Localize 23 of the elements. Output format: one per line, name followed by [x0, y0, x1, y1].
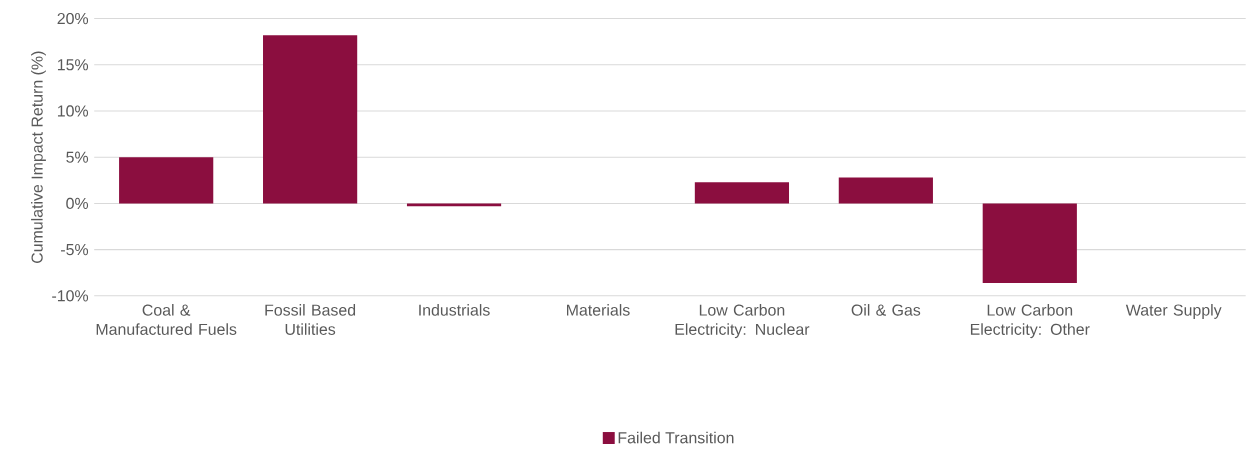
bar [982, 203, 1077, 283]
y-tick-label: -5% [61, 244, 89, 256]
y-tick-label: 10% [57, 105, 89, 117]
bar [406, 203, 502, 207]
x-tick-label: Fossil Based Utilities [265, 304, 356, 335]
x-tick-label: Water Supply [1125, 304, 1222, 319]
y-tick-label: 15% [57, 59, 89, 71]
y-axis-title: Cumulative Impact Return (%) [31, 51, 46, 264]
x-tick-label: Low Carbon Electricity: Nuclear [675, 304, 810, 339]
y-tick-label: 5% [66, 151, 89, 163]
bar [119, 157, 214, 204]
bar [838, 177, 933, 204]
legend-label: Failed Transition [618, 431, 734, 444]
x-tick-label: Coal & Manufactured Fuels [96, 304, 237, 335]
y-tick-label: 0% [66, 197, 89, 210]
x-tick-label: Materials [567, 304, 630, 316]
y-tick-label: 20% [57, 12, 89, 25]
x-tick-label: Low Carbon Electricity: Other [970, 304, 1090, 339]
bar [694, 182, 790, 204]
y-tick-label: -10% [52, 290, 89, 302]
x-tick-label: Industrials [419, 304, 490, 316]
x-tick-label: Oil & Gas [851, 304, 921, 316]
bar [263, 35, 358, 204]
